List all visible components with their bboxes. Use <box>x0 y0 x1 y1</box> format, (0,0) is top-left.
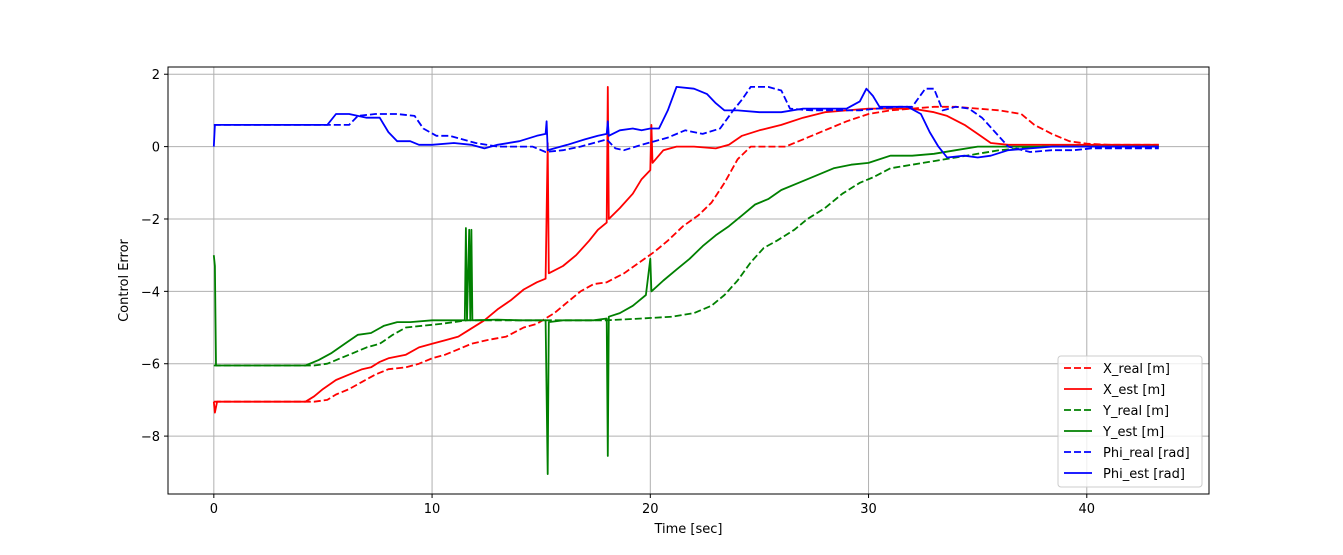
x-axis-label: Time [sec] <box>653 522 722 537</box>
y-tick-label: −2 <box>141 213 160 228</box>
legend: X_real [m] X_est [m] Y_real [m] Y_est [m] Ph… <box>1057 355 1203 488</box>
legend-box <box>1057 355 1203 488</box>
series-line-4 <box>213 86 1159 153</box>
series-line-5 <box>212 86 1159 159</box>
plot-frame <box>167 66 1210 495</box>
series-line-2 <box>213 145 1159 367</box>
y-tick-label: −4 <box>141 285 160 300</box>
x-tick-label: 0 <box>210 502 218 517</box>
y-tick-label: −8 <box>141 430 160 445</box>
y-tick-label: 2 <box>152 68 160 83</box>
x-tick-label: 40 <box>1079 502 1096 517</box>
x-tick-label: 20 <box>642 502 659 517</box>
legend-label: Phi_est [rad] <box>1103 467 1185 482</box>
y-axis-label: Control Error <box>117 238 132 321</box>
legend-label: X_est [m] <box>1103 383 1165 398</box>
x-tick-label: 30 <box>860 502 877 517</box>
y-tick-label: 0 <box>152 141 160 156</box>
legend-label: X_real [m] <box>1103 362 1170 377</box>
legend-label: Y_est [m] <box>1102 425 1164 440</box>
series-line-3 <box>212 145 1159 475</box>
legend-label: Y_real [m] <box>1102 404 1169 419</box>
x-tick-label: 10 <box>424 502 441 517</box>
y-tick-label: −6 <box>141 358 160 373</box>
series-lines <box>212 86 1159 475</box>
legend-label: Phi_real [rad] <box>1103 446 1190 461</box>
